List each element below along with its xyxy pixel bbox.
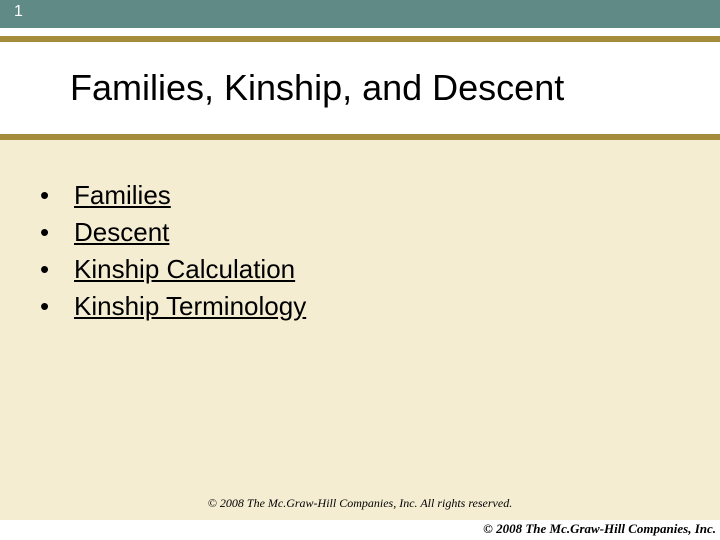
bullet-text[interactable]: Kinship Calculation: [74, 254, 295, 285]
bullet-text[interactable]: Families: [74, 180, 171, 211]
bullet-icon: •: [40, 180, 74, 211]
bullet-icon: •: [40, 217, 74, 248]
list-item: • Descent: [40, 217, 306, 248]
bullet-text[interactable]: Kinship Terminology: [74, 291, 306, 322]
copyright-center: © 2008 The Mc.Graw-Hill Companies, Inc. …: [0, 496, 720, 511]
bullet-icon: •: [40, 291, 74, 322]
list-item: • Kinship Terminology: [40, 291, 306, 322]
slide: 1 Families, Kinship, and Descent • Famil…: [0, 0, 720, 540]
bullet-list: • Families • Descent • Kinship Calculati…: [40, 180, 306, 328]
list-item: • Families: [40, 180, 306, 211]
bullet-text[interactable]: Descent: [74, 217, 169, 248]
top-bar: 1: [0, 0, 720, 28]
list-item: • Kinship Calculation: [40, 254, 306, 285]
title-area: Families, Kinship, and Descent: [0, 42, 720, 134]
bullet-icon: •: [40, 254, 74, 285]
footer-copyright: © 2008 The Mc.Graw-Hill Companies, Inc.: [483, 521, 716, 537]
page-number: 1: [14, 3, 23, 21]
slide-title: Families, Kinship, and Descent: [70, 67, 564, 109]
